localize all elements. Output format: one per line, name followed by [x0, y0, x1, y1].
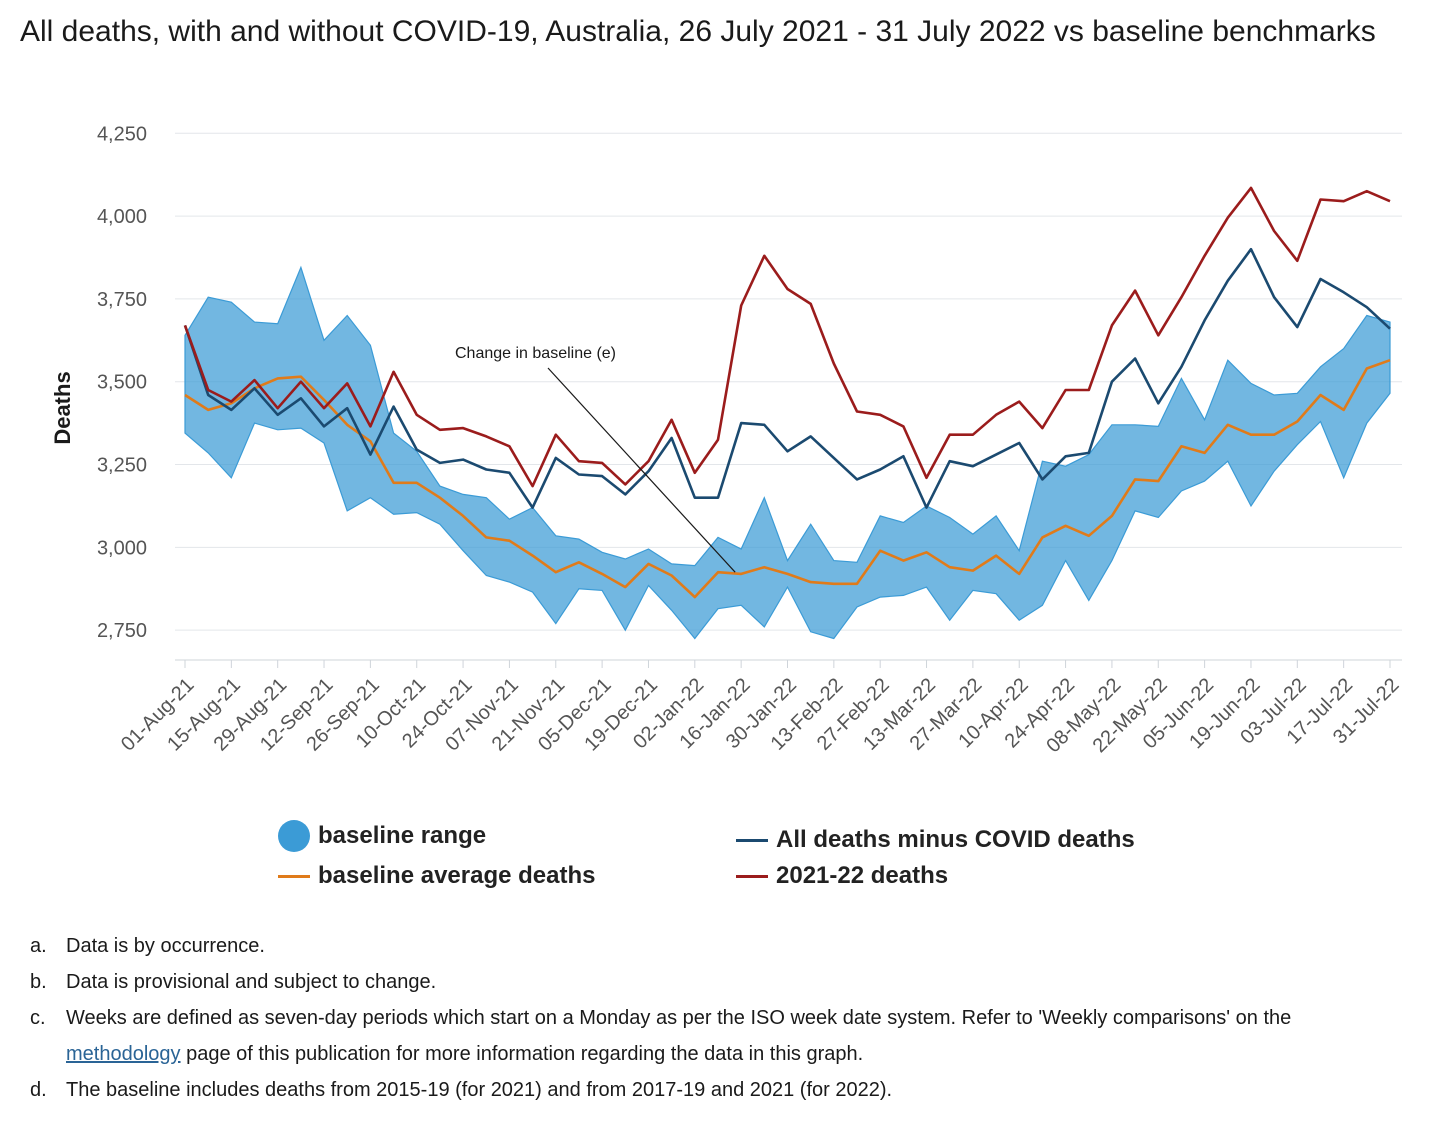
legend: baseline range All deaths minus COVID de… [0, 820, 1432, 900]
series-lines-layer [183, 186, 1391, 599]
footnote-text: The baseline includes deaths from 2015-1… [66, 1079, 893, 1101]
legend-label-baseline-range: baseline range [318, 822, 487, 849]
legend-item-baseline-range[interactable]: baseline range [278, 820, 486, 852]
legend-swatch-baseline-average [278, 874, 310, 878]
baseline-range-area [184, 265, 1391, 640]
y-tick-label: 4,000 [97, 206, 147, 228]
footnote-marker: d. [30, 1079, 47, 1101]
footnote-marker: a. [30, 935, 47, 957]
footnote-marker: c. [30, 1007, 46, 1029]
x-axis-ticks: 01-Aug-2115-Aug-2129-Aug-2112-Sep-2126-S… [117, 660, 1404, 757]
legend-swatch-baseline-range [278, 820, 310, 852]
series-line-baseline-average-deaths[interactable] [184, 358, 1391, 599]
legend-swatch-all-deaths-minus-covid [736, 838, 768, 842]
footnote-b: b. Data is provisional and subject to ch… [30, 964, 1390, 1000]
legend-label-baseline-average: baseline average deaths [318, 862, 596, 889]
y-tick-label: 4,250 [97, 123, 147, 145]
footnote-c: c. Weeks are defined as seven-day period… [30, 1000, 1390, 1072]
footnote-a: a. Data is by occurrence. [30, 928, 1390, 964]
annotation-label: Change in baseline (e) [455, 345, 616, 362]
chart-title: All deaths, with and without COVID-19, A… [20, 15, 1376, 48]
legend-label-2021-22-deaths: 2021-22 deaths [776, 862, 949, 889]
methodology-link[interactable]: methodology [66, 1043, 181, 1065]
y-tick-label: 3,000 [97, 537, 147, 559]
baseline-range-area-layer [184, 265, 1391, 640]
footnote-text: Data is provisional and subject to chang… [66, 971, 437, 993]
legend-item-baseline-average[interactable]: baseline average deaths [278, 862, 595, 890]
legend-item-all-deaths-minus-covid[interactable]: All deaths minus COVID deaths [736, 826, 1135, 854]
y-axis-title: Deaths [50, 371, 75, 444]
chart-area: 2,750 3,000 3,250 3,500 3,750 4,000 4,250 01-A… [50, 123, 1404, 757]
annotation-pointer [547, 367, 736, 573]
legend-swatch-2021-22-deaths [736, 874, 768, 878]
footnote-text-before: Weeks are defined as seven-day periods w… [66, 1007, 1292, 1029]
footnote-d: d. The baseline includes deaths from 201… [30, 1072, 1390, 1108]
footnote-text-after: page of this publication for more inform… [180, 1043, 864, 1065]
annotation-layer: Change in baseline (e) [455, 345, 736, 573]
y-tick-label: 3,250 [97, 455, 147, 477]
y-tick-label: 3,500 [97, 372, 147, 394]
series-line-2021-22-deaths[interactable] [183, 186, 1391, 488]
legend-label-all-deaths-minus-covid: All deaths minus COVID deaths [776, 826, 1135, 853]
footnote-text: Data is by occurrence. [66, 935, 265, 957]
footnotes: a. Data is by occurrence. b. Data is pro… [30, 928, 1390, 1108]
y-tick-label: 2,750 [97, 620, 147, 642]
series-line-all-deaths-minus-covid-deaths[interactable] [183, 247, 1391, 509]
y-axis-ticks: 2,750 3,000 3,250 3,500 3,750 4,000 4,250 [97, 123, 147, 642]
footnote-marker: b. [30, 971, 47, 993]
legend-item-2021-22-deaths[interactable]: 2021-22 deaths [736, 862, 948, 890]
y-tick-label: 3,750 [97, 289, 147, 311]
